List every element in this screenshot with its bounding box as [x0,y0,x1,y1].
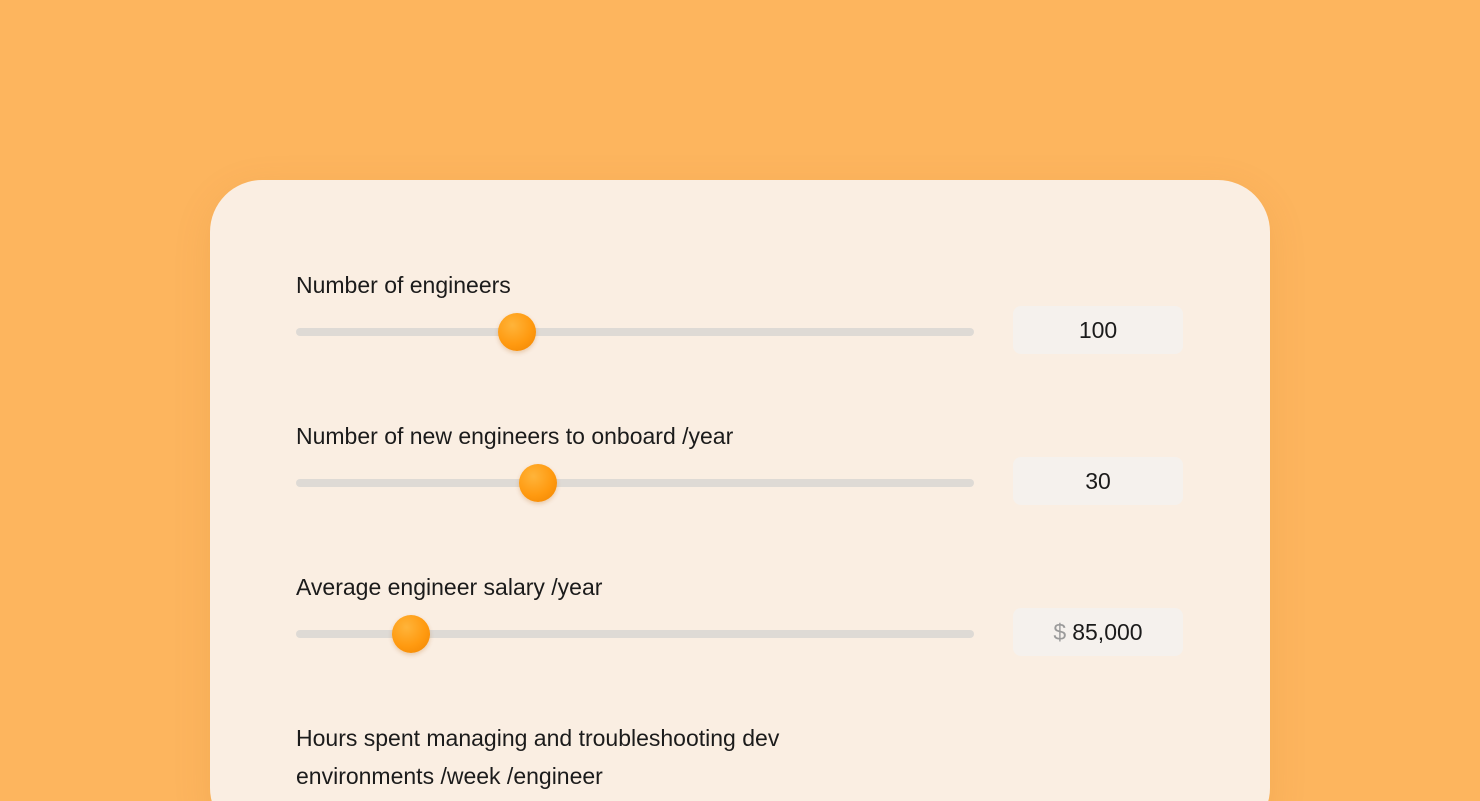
slider-track[interactable] [296,328,974,336]
salary-value-field[interactable]: $ 85,000 [1013,608,1183,656]
slider-track[interactable] [296,479,974,487]
field-label: Number of engineers [296,272,511,298]
value-text: 85,000 [1072,618,1143,645]
slider-thumb[interactable] [498,313,537,351]
onboard-value-field[interactable]: 30 [1013,457,1183,505]
engineers-slider[interactable] [296,313,974,351]
salary-slider[interactable] [296,615,974,653]
field-label: Hours spent managing and troubleshooting… [296,725,780,789]
slider-thumb[interactable] [519,464,558,502]
field-label: Average engineer salary /year [296,574,603,600]
slider-track[interactable] [296,630,974,638]
onboard-slider[interactable] [296,464,974,502]
field-label: Number of new engineers to onboard /year [296,423,734,449]
value-text: 100 [1078,316,1118,343]
roi-calculator-card: Number of engineers 100 Number of new en… [210,180,1270,801]
engineers-value-field[interactable]: 100 [1013,306,1183,354]
dollar-sign-icon: $ [1053,618,1067,645]
value-text: 30 [1085,467,1111,494]
slider-thumb[interactable] [392,615,431,653]
